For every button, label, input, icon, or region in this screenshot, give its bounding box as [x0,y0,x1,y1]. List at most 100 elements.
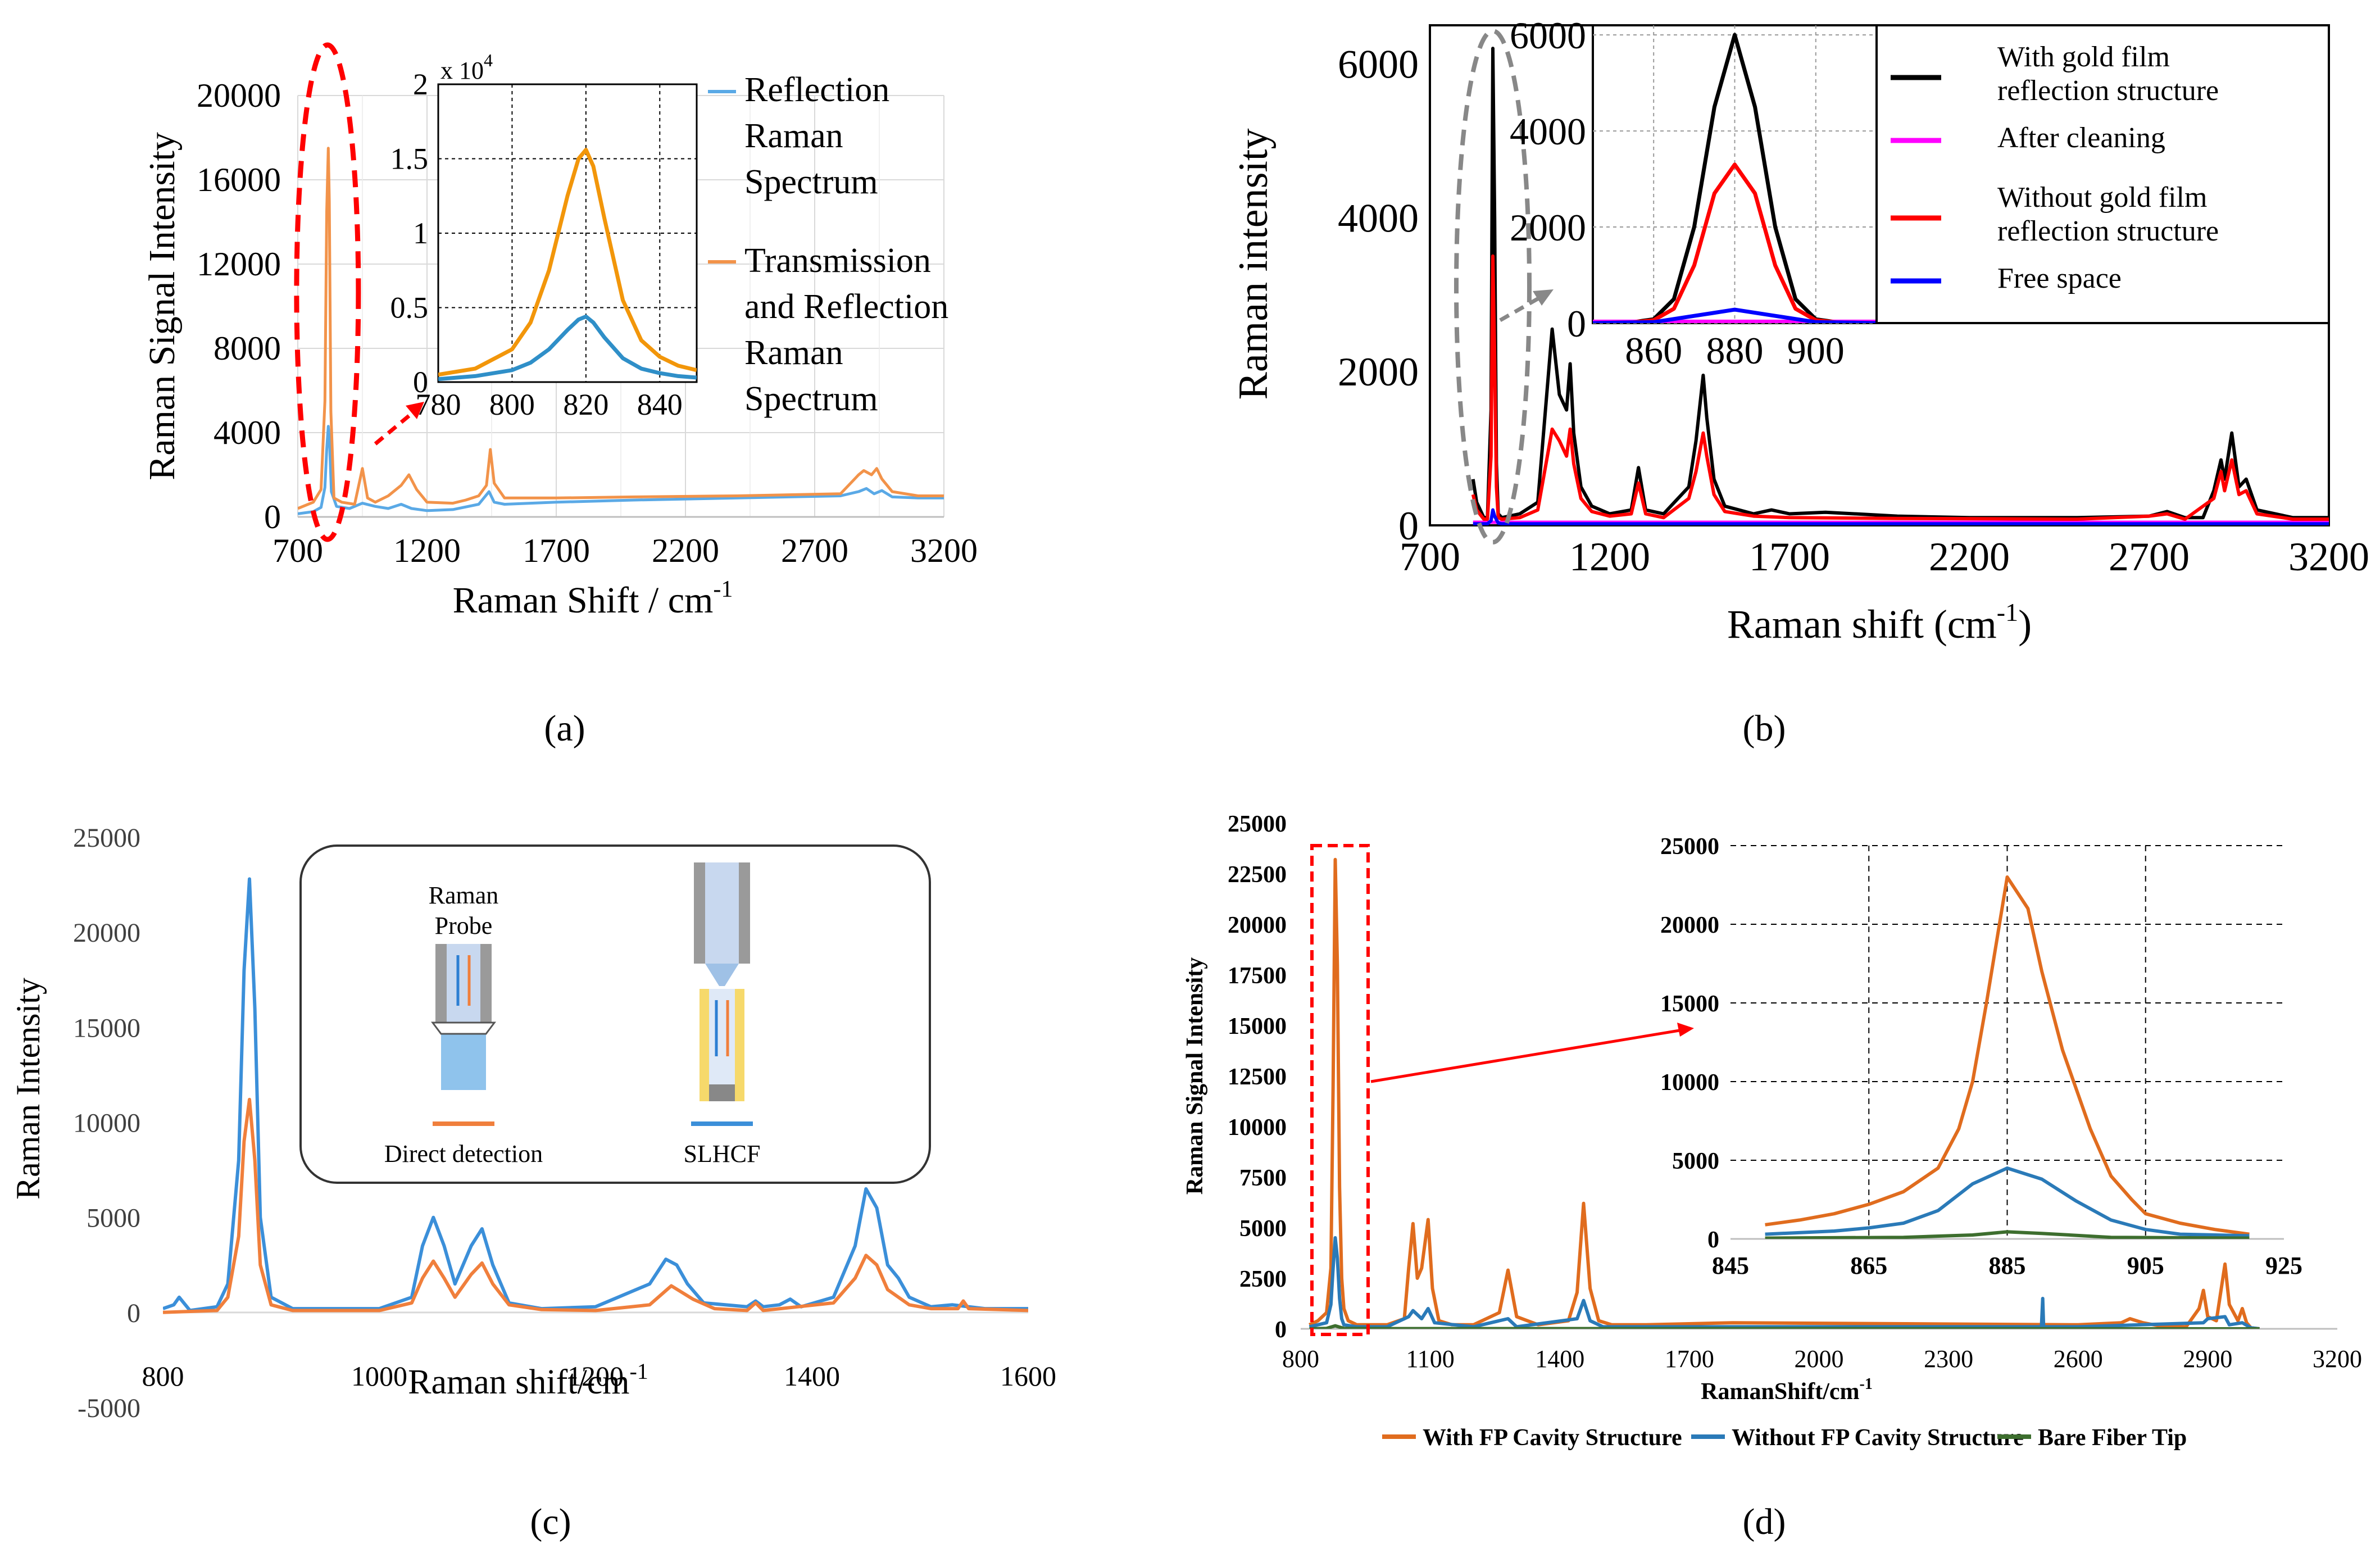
schematic-right-caption: SLHCF [684,1140,761,1168]
y-tick-label: 25000 [1228,811,1287,837]
highlight-ellipse [1454,29,1532,544]
legend-label: Bare Fiber Tip [2038,1425,2187,1451]
x-axis-label: Raman Shift / cm-1 [453,576,733,621]
y-tick-label: 10000 [1228,1115,1287,1141]
legend-label: Without gold film reflection structure [1997,181,2219,247]
y-tick-label: 20000 [1228,912,1287,938]
y-tick-label: 2000 [1338,349,1419,394]
inset-y-tick-label: 2 [413,67,428,101]
y-axis-label: Raman Signal Intensity [142,132,183,480]
y-tick-label: 10000 [73,1109,140,1138]
series-line [438,314,697,382]
legend-frame [1875,24,2330,324]
series-line [1473,508,2329,525]
series-line [438,148,697,377]
y-tick-label: 5000 [87,1204,140,1233]
y-tick-label: 25000 [73,823,140,853]
y-tick-label: 0 [1275,1317,1287,1343]
series-line [1765,1230,2250,1239]
sample-cuvette [441,1028,486,1090]
inset-x-tick-label: 925 [2265,1252,2302,1279]
x-tick-label: 1100 [1406,1345,1454,1373]
panel-a-inset-plot: 780 800 820 840 0 0.5 1 1.5 2 x 104 [390,50,698,421]
panel-a-main-plot: 700 1200 1700 2200 2700 320004000800012000160… [142,42,978,621]
x-tick-label: 1700 [1665,1345,1714,1373]
x-tick-label: 1600 [1000,1360,1056,1392]
zoom-arrow [1499,296,1541,323]
inset-multiplier: x 104 [440,50,493,84]
inset-x-tick-label: 840 [637,388,683,421]
schematic-left-title: Raman Probe [429,882,499,939]
y-axis-label: Raman intensity [1230,129,1277,400]
y-tick-label: 12500 [1228,1064,1287,1090]
zoom-arrow [1370,1028,1683,1083]
inset-y-tick-label: 15000 [1660,991,1719,1017]
inset-x-tick-label: 885 [1989,1252,2026,1279]
panel-a: 700 1200 1700 2200 2700 320004000800012000160… [142,42,978,749]
x-tick-label: 2900 [2183,1345,2232,1373]
x-tick-label: 2200 [1929,534,2010,579]
zoom-arrowhead [1533,289,1554,306]
inset-y-tick-label: 1.5 [390,142,429,176]
x-tick-label: 800 [1282,1345,1319,1373]
panel-c-label: (c) [530,1501,571,1542]
panel-d-inset-plot: 845 865 885 905 925 0 5000 10000 15000 20000 25000 [1660,834,2302,1279]
y-tick-label: 0 [264,498,281,535]
legend-label-transmission: Transmission and Reflection Raman Spectrum [744,242,948,418]
panel-d: 800 1100 1400 1700 2000 2300 2600 2900 3200 0 2500… [1182,811,2362,1542]
x-tick-label: 1400 [1535,1345,1584,1373]
inset-y-tick-label: 25000 [1660,834,1719,860]
panel-c: 800 1000 1200 1400 1600 -5000 0 5000 10000 15000 2… [10,823,1056,1542]
x-tick-label: 3200 [2313,1345,2362,1373]
series-line [1593,307,1877,323]
panel-d-legend: With FP Cavity Structure Without FP Cavit… [1382,1425,2187,1451]
inset-y-tick-label: 0 [1567,302,1586,345]
panel-c-legend-schematic: Raman Probe Direct detection SLHCF [299,844,931,1184]
legend-label-reflection: Reflection Raman Spectrum [744,71,889,201]
y-tick-label: 5000 [1239,1216,1287,1242]
x-tick-label: 800 [142,1360,184,1392]
y-axis-label: Raman Intensity [10,978,47,1200]
x-tick-label: 2700 [781,532,848,569]
inset-y-tick-label: 2000 [1510,206,1586,249]
zoom-arrowhead [406,402,424,419]
x-tick-label: 1400 [784,1360,840,1392]
y-tick-label: 4000 [1338,196,1419,240]
y-tick-label: 17500 [1228,963,1287,989]
legend-label: After cleaning [1997,122,2165,154]
cuvette-rim [431,1021,496,1035]
x-tick-label: 3200 [910,532,978,569]
inset-x-tick-label: 905 [2127,1252,2164,1279]
panel-a-legend: Reflection Raman Spectrum Transmission and R… [708,71,948,418]
schematic-left-caption: Direct detection [384,1140,543,1168]
x-tick-label: 700 [1400,534,1460,579]
inset-y-tick-label: 0 [413,365,428,399]
x-tick-label: 1200 [567,1360,624,1392]
y-tick-label: 0 [1398,503,1419,548]
legend-label: With gold film reflection structure [1997,41,2219,107]
panel-a-label: (a) [544,708,585,749]
x-tick-label: 2000 [1795,1345,1844,1373]
x-tick-label: 1000 [351,1360,407,1392]
series-line [1309,1236,2260,1329]
highlight-ellipse [294,42,361,542]
x-tick-label: 1200 [1569,534,1650,579]
panel-c-main-plot: 800 1000 1200 1400 1600 -5000 0 5000 10000 15000 2… [10,823,1056,1423]
x-axis-label: Raman shift/cm-1 [408,1359,648,1401]
series-line [298,147,944,510]
panel-b-inset-plot: 860 880 900 0 2000 4000 6000 [1510,14,1878,372]
x-tick-label: 2300 [1924,1345,1973,1373]
series-line [163,1097,1028,1314]
series-line [298,425,944,515]
y-tick-label: 16000 [197,161,281,198]
series-line [1471,254,2329,521]
zoom-arrowhead [1677,1023,1694,1037]
inset-y-tick-label: 20000 [1660,912,1719,938]
inset-y-tick-label: 6000 [1510,14,1586,57]
inset-y-tick-label: 1 [413,216,428,250]
inset-y-tick-label: 4000 [1510,110,1586,153]
schematic-frame [299,844,931,1184]
y-tick-label: 20000 [73,918,140,948]
y-tick-label: 15000 [1228,1014,1287,1039]
